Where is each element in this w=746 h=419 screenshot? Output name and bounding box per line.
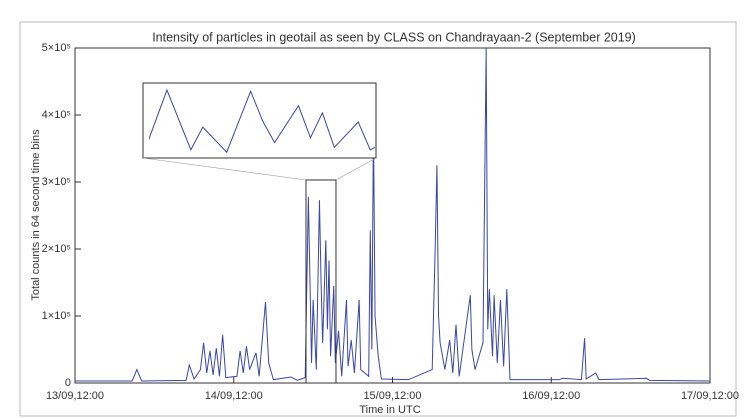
zoom-box [305,179,337,384]
y-tick-label: 1×10⁵ [42,310,71,322]
x-tick-label: 16/09,12:00 [522,390,580,402]
x-axis-label: Time in UTC [359,404,420,416]
frame [19,21,737,417]
zoom-connector [335,157,377,181]
x-tick-label: 15/09,12:00 [363,390,421,402]
inset-background [142,82,377,159]
y-tick-label: 0 [65,377,71,389]
y-tick-label: 3×10⁵ [42,176,71,188]
y-tick-label: 2×10⁵ [42,243,71,255]
y-tick-label: 4×10⁵ [42,109,71,121]
y-axis-label: Total counts in 64 second time bins [30,129,42,301]
x-tick-label: 13/09,12:00 [46,390,104,402]
x-tick-label: 17/09,12:00 [681,390,739,402]
chart-title: Intensity of particles in geotail as see… [152,30,636,44]
x-tick-label: 14/09,12:00 [205,390,263,402]
data-line [75,47,711,382]
y-tick-label: 5×10⁵ [42,42,71,54]
zoom-connector [142,157,307,181]
